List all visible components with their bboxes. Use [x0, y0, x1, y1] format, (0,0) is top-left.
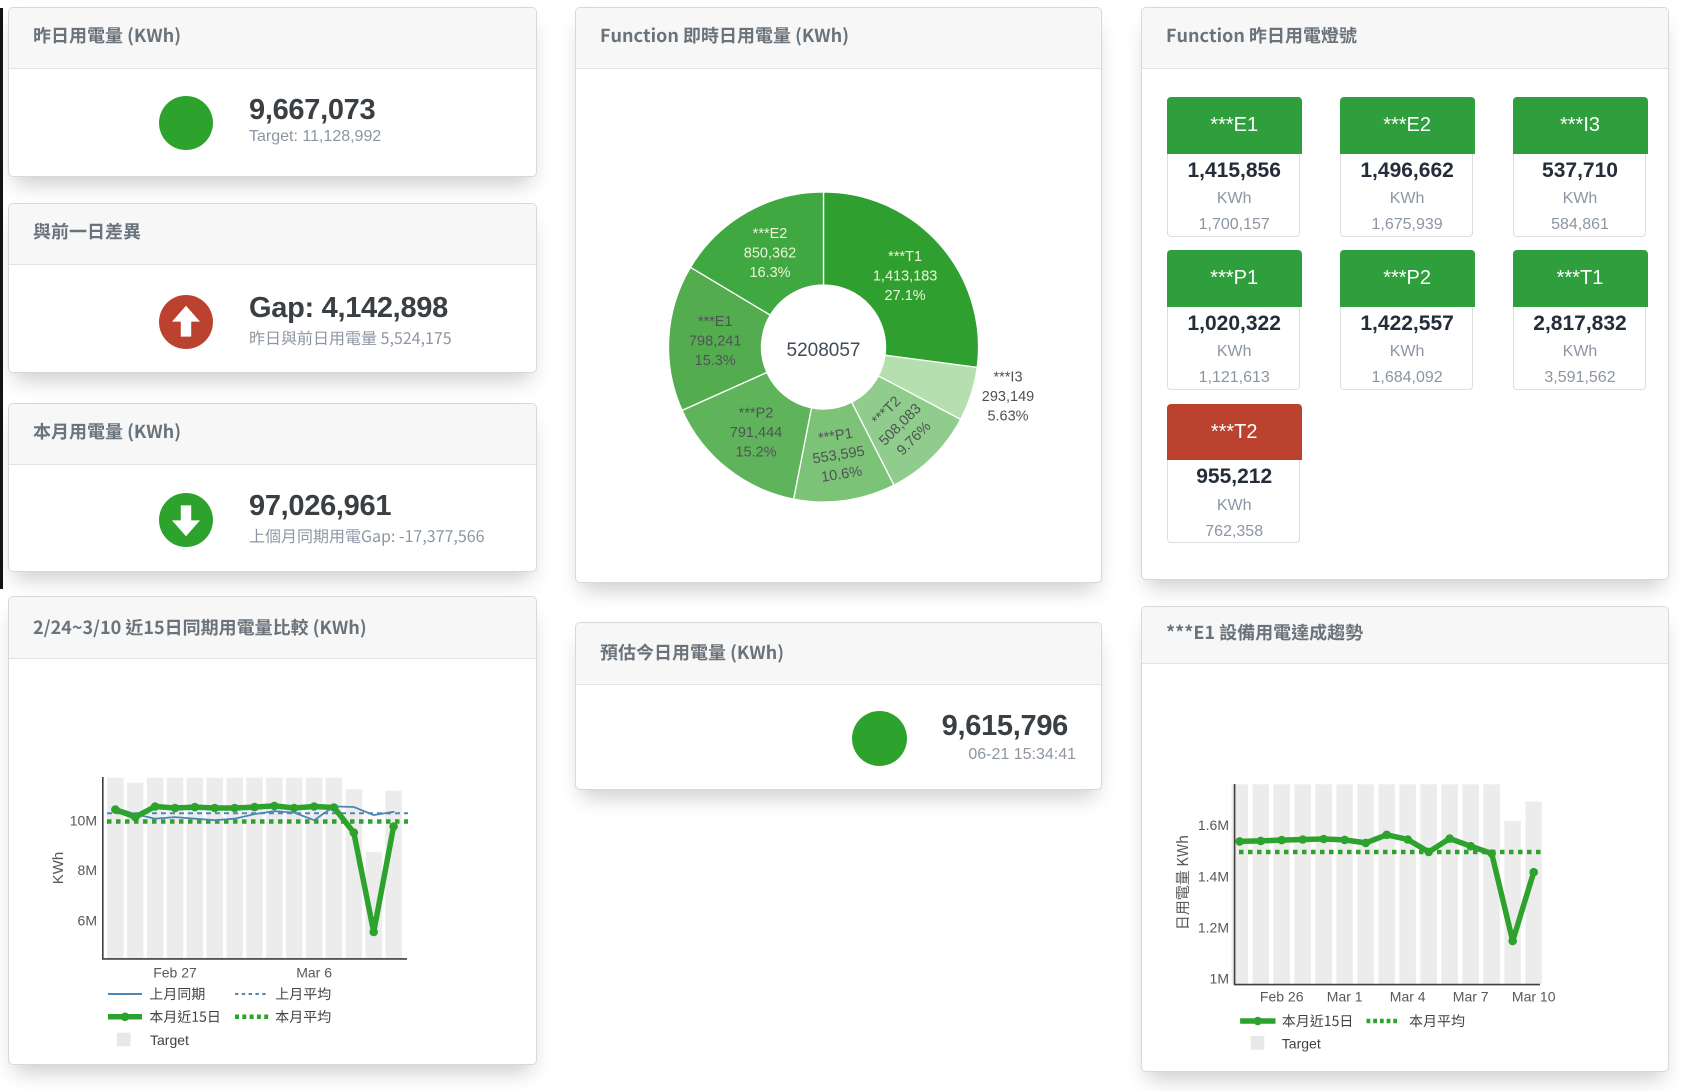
- svg-text:6M: 6M: [78, 912, 97, 928]
- svg-text:***T1: ***T1: [888, 249, 922, 265]
- svg-text:***I3: ***I3: [993, 370, 1022, 386]
- svg-text:10M: 10M: [70, 813, 97, 829]
- svg-text:***P2: ***P2: [739, 405, 774, 421]
- svg-text:***E1: ***E1: [698, 314, 733, 330]
- svg-text:1.4M: 1.4M: [1198, 868, 1229, 884]
- svg-text:16.3%: 16.3%: [749, 265, 790, 281]
- svg-text:5.63%: 5.63%: [987, 409, 1028, 425]
- svg-text:Feb 26: Feb 26: [1260, 989, 1304, 1005]
- svg-text:Target: Target: [1282, 1036, 1321, 1052]
- svg-text:Mar 7: Mar 7: [1453, 989, 1489, 1005]
- svg-text:8M: 8M: [78, 862, 97, 878]
- svg-text:791,444: 791,444: [730, 425, 782, 441]
- svg-text:Mar 1: Mar 1: [1327, 989, 1363, 1005]
- svg-text:850,362: 850,362: [744, 246, 796, 262]
- svg-text:798,241: 798,241: [689, 334, 741, 350]
- svg-text:27.1%: 27.1%: [885, 288, 926, 304]
- svg-text:Mar 6: Mar 6: [296, 965, 332, 981]
- svg-text:KWh: KWh: [50, 852, 67, 885]
- svg-text:293,149: 293,149: [982, 389, 1034, 405]
- svg-text:5208057: 5208057: [787, 340, 861, 361]
- svg-text:15.3%: 15.3%: [695, 353, 736, 369]
- svg-text:1.2M: 1.2M: [1198, 919, 1229, 935]
- svg-text:***E2: ***E2: [753, 226, 788, 242]
- svg-text:1.6M: 1.6M: [1198, 817, 1229, 833]
- svg-text:Mar 10: Mar 10: [1512, 989, 1556, 1005]
- svg-text:10.6%: 10.6%: [820, 464, 863, 486]
- svg-text:***P1: ***P1: [817, 426, 854, 447]
- svg-text:Mar 4: Mar 4: [1390, 989, 1426, 1005]
- svg-text:15.2%: 15.2%: [735, 444, 776, 460]
- svg-text:1,413,183: 1,413,183: [873, 269, 938, 285]
- svg-text:Target: Target: [150, 1032, 189, 1048]
- svg-text:Feb 27: Feb 27: [153, 965, 197, 981]
- svg-text:1M: 1M: [1210, 971, 1229, 987]
